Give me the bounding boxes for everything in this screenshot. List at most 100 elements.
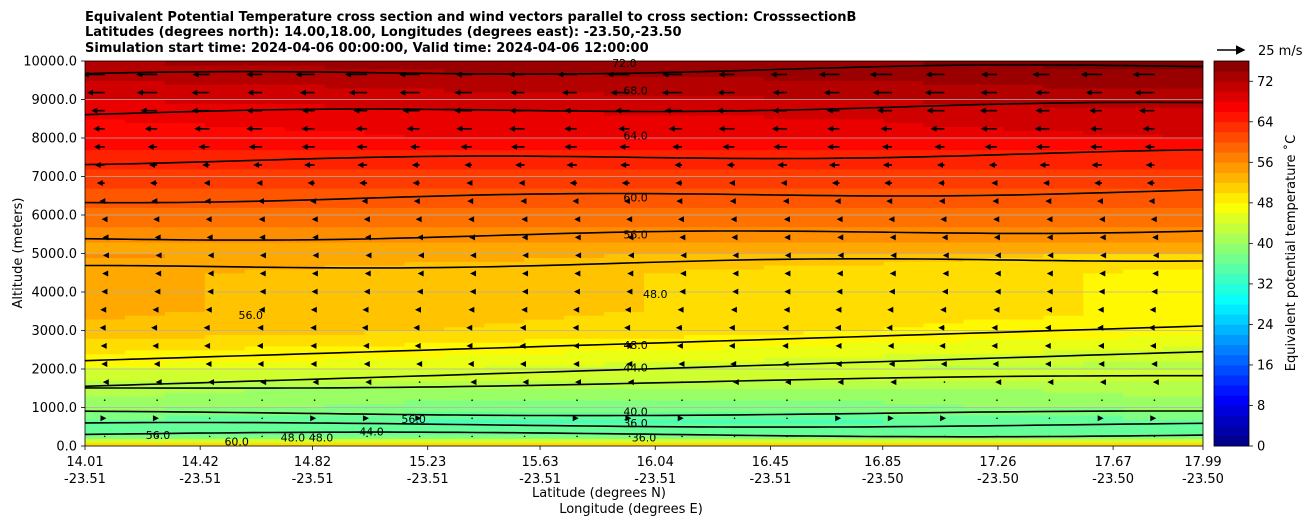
field-cell xyxy=(604,395,645,401)
field-cell xyxy=(763,295,805,301)
field-cell xyxy=(923,365,965,370)
field-cell xyxy=(244,215,286,220)
field-cell xyxy=(644,422,685,428)
field-cell xyxy=(164,230,206,235)
field-cell xyxy=(803,422,845,428)
field-cell xyxy=(484,303,525,308)
field-cell xyxy=(604,295,645,301)
wind-vector xyxy=(942,252,949,259)
field-cell xyxy=(843,161,885,166)
field-cell xyxy=(204,361,246,366)
wind-vector xyxy=(557,71,578,78)
wind-vector-head xyxy=(675,324,682,331)
wind-vector xyxy=(1152,252,1159,259)
wind-vector xyxy=(101,216,108,223)
field-cell xyxy=(843,164,885,170)
field-cell xyxy=(204,168,246,174)
wind-vector xyxy=(786,435,788,438)
wind-vector-head xyxy=(413,198,420,205)
wind-vector-head xyxy=(728,180,735,187)
field-cell xyxy=(763,199,805,205)
field-cell xyxy=(124,180,166,185)
field-cell xyxy=(85,411,126,416)
field-cell xyxy=(404,288,445,293)
x-axis-label-secondary: Longitude (degrees E) xyxy=(559,502,703,517)
field-cell xyxy=(85,87,126,93)
field-cell xyxy=(1083,353,1124,359)
wind-vector-head xyxy=(610,89,617,96)
field-cell xyxy=(204,122,246,128)
field-cell xyxy=(963,261,1004,266)
field-cell xyxy=(923,372,965,378)
field-cell xyxy=(524,91,565,97)
field-cell xyxy=(883,126,925,131)
wind-vector-head xyxy=(782,360,789,367)
field-cell xyxy=(604,330,645,335)
field-cell xyxy=(1123,249,1164,255)
field-cell xyxy=(444,280,485,285)
field-cell xyxy=(484,218,525,224)
field-cell xyxy=(164,334,206,339)
field-cell xyxy=(444,180,485,185)
field-cell xyxy=(444,438,485,443)
field-cell xyxy=(164,126,206,131)
wind-vector-head xyxy=(257,324,264,331)
field-cell xyxy=(564,203,605,208)
wind-vector-head xyxy=(155,379,162,386)
field-cell xyxy=(124,292,166,297)
wind-vector xyxy=(607,71,630,78)
field-cell xyxy=(1003,299,1044,305)
field-cell xyxy=(803,138,845,143)
field-cell xyxy=(444,334,485,339)
field-cell xyxy=(883,122,925,128)
field-cell xyxy=(364,180,406,185)
wind-vector xyxy=(257,198,264,205)
field-cell xyxy=(404,149,445,154)
field-cell xyxy=(803,326,845,332)
field-cell xyxy=(204,80,246,85)
field-cell xyxy=(843,342,885,347)
field-cell xyxy=(324,407,366,412)
field-cell xyxy=(843,80,885,85)
x-tick-label-lat: 14.82 xyxy=(294,455,331,470)
field-cell xyxy=(244,426,286,432)
field-cell xyxy=(404,434,445,439)
field-cell xyxy=(1163,265,1203,270)
field-cell xyxy=(1083,411,1124,416)
field-cell xyxy=(1003,164,1044,170)
field-cell xyxy=(284,168,326,174)
wind-vector-head xyxy=(988,161,995,168)
field-cell xyxy=(1163,353,1203,359)
field-cell xyxy=(644,257,685,262)
field-cell xyxy=(524,276,565,282)
wind-vector xyxy=(246,107,263,114)
field-cell xyxy=(644,211,685,216)
field-cell xyxy=(1163,369,1203,374)
field-cell xyxy=(644,288,685,293)
field-cell xyxy=(204,145,246,151)
field-cell xyxy=(644,326,685,332)
field-cell xyxy=(763,76,805,81)
wind-vector-head xyxy=(102,234,109,241)
wind-vector-head xyxy=(627,270,634,277)
wind-vector-head xyxy=(206,234,213,241)
contour-label: 48.0 xyxy=(309,432,334,445)
field-cell xyxy=(763,318,805,324)
field-cell xyxy=(404,118,445,124)
field-cell xyxy=(444,230,485,235)
field-cell xyxy=(843,215,885,220)
wind-vector-head xyxy=(678,216,685,223)
field-cell xyxy=(85,311,126,316)
field-cell xyxy=(1123,218,1164,224)
field-cell xyxy=(124,130,166,135)
y-tick-label: 2000.0 xyxy=(32,363,78,378)
field-cell xyxy=(204,292,246,297)
field-cell xyxy=(404,99,445,104)
field-cell xyxy=(364,134,406,139)
field-cell xyxy=(85,107,126,112)
field-cell xyxy=(963,103,1004,108)
field-cell xyxy=(404,307,445,312)
wind-vector xyxy=(156,399,158,401)
field-cell xyxy=(484,353,525,359)
field-cell xyxy=(883,380,925,385)
